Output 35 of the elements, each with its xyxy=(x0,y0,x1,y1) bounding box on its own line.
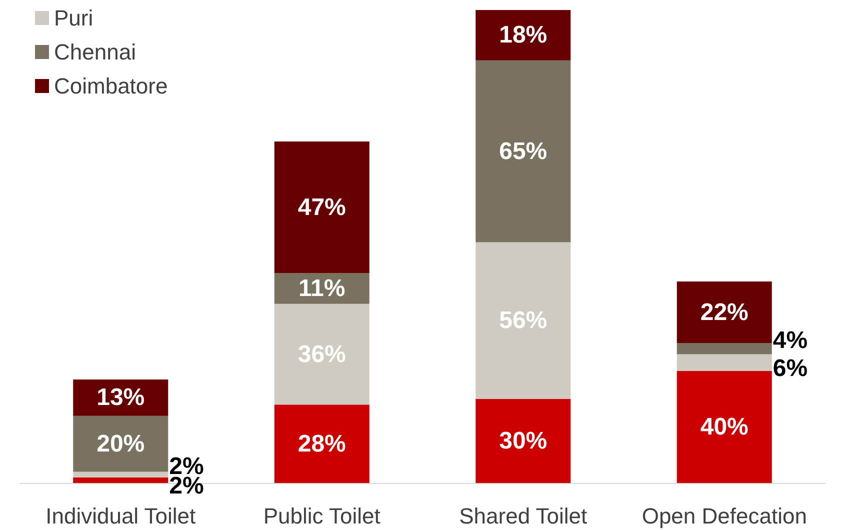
bar xyxy=(73,477,168,483)
legend-label: Coimbatore xyxy=(54,74,168,98)
data-label: 30% xyxy=(499,428,548,455)
data-label: 18% xyxy=(499,22,548,49)
data-label: 56% xyxy=(499,307,548,334)
data-label: 22% xyxy=(700,298,748,326)
bar xyxy=(274,304,370,405)
bar xyxy=(73,472,168,478)
data-label: 28% xyxy=(298,430,346,458)
bar xyxy=(274,404,370,483)
bar xyxy=(676,371,772,483)
legend-label: Puri xyxy=(54,6,94,30)
bar xyxy=(476,242,571,400)
x-tick-label: Open Defecation xyxy=(642,504,807,528)
bar xyxy=(476,10,571,60)
legend-label: Chennai xyxy=(54,40,136,64)
data-label: 13% xyxy=(96,384,145,412)
bar xyxy=(73,416,168,472)
data-label: 47% xyxy=(298,194,346,221)
bar xyxy=(476,399,571,483)
bar xyxy=(676,281,772,344)
data-label: 4% xyxy=(772,327,808,354)
x-tick-label: Shared Toilet xyxy=(459,504,588,528)
data-label: 6% xyxy=(772,355,808,382)
x-tick-label: Individual Toilet xyxy=(46,504,196,528)
bar xyxy=(274,142,370,274)
bar xyxy=(476,60,571,242)
data-label: 40% xyxy=(700,414,748,441)
data-label: 65% xyxy=(499,138,548,165)
bar xyxy=(676,354,772,372)
x-tick-label: Public Toilet xyxy=(263,504,380,528)
data-label: 36% xyxy=(298,340,346,368)
data-label: 11% xyxy=(298,274,346,302)
bar xyxy=(676,343,772,354)
data-label: 20% xyxy=(96,430,145,458)
